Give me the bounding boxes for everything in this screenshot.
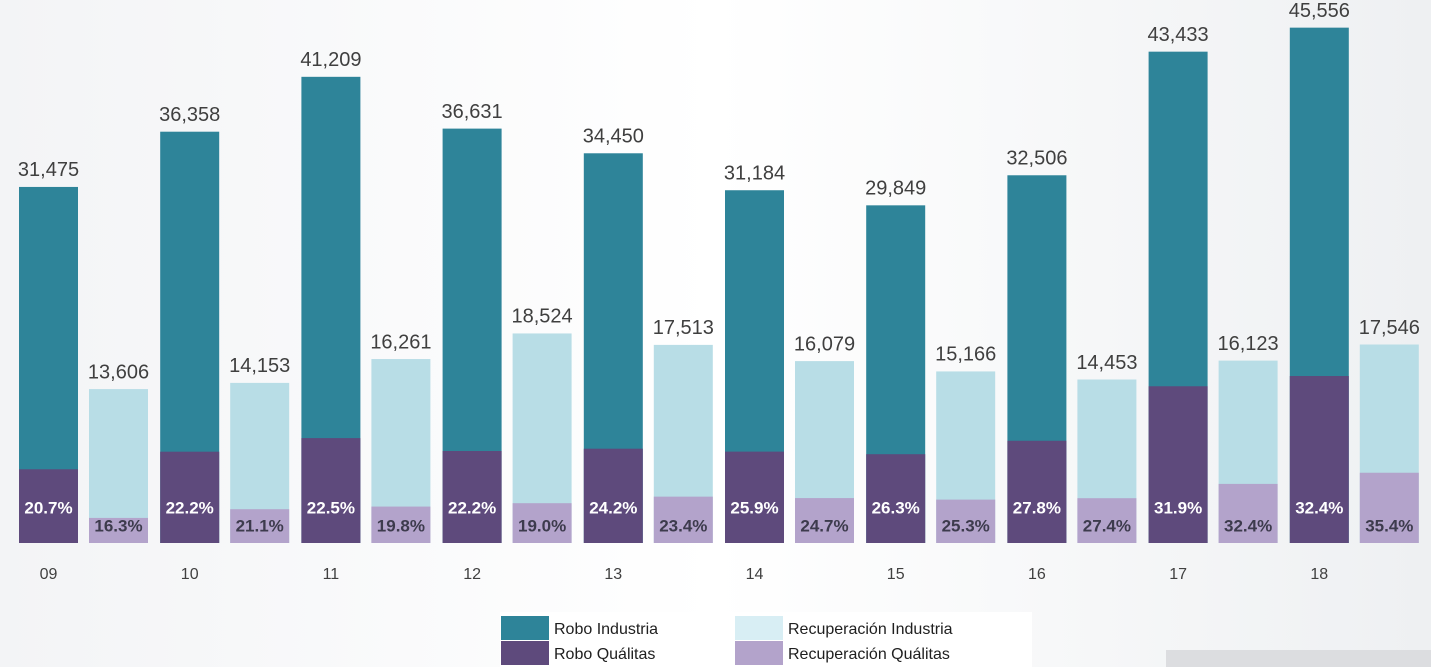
share-label: 25.3% <box>942 516 990 535</box>
share-label: 35.4% <box>1365 516 1413 535</box>
share-bar <box>1218 483 1278 543</box>
legend-label: Recuperación Industria <box>788 621 953 638</box>
legend-label: Recuperación Quálitas <box>788 646 950 663</box>
share-label: 20.7% <box>24 498 72 517</box>
share-label: 25.9% <box>730 498 778 517</box>
share-bar <box>866 454 926 543</box>
value-label: 31,184 <box>724 163 785 185</box>
x-tick-label: 16 <box>1028 566 1046 583</box>
share-bar <box>160 451 220 543</box>
share-label: 19.8% <box>377 516 425 535</box>
share-bar <box>583 448 643 543</box>
legend-swatch <box>501 641 549 665</box>
share-bar <box>1148 386 1208 543</box>
legend-swatch <box>735 616 783 640</box>
value-label: 36,358 <box>159 104 220 126</box>
value-label: 17,513 <box>653 317 714 339</box>
share-label: 16.3% <box>94 516 142 535</box>
value-label: 18,524 <box>512 306 573 328</box>
share-label: 22.5% <box>307 498 355 517</box>
value-label: 14,153 <box>229 355 290 377</box>
share-bar <box>301 438 361 543</box>
value-label: 36,631 <box>442 101 503 123</box>
legend-swatch <box>501 616 549 640</box>
share-bar <box>1289 376 1349 543</box>
share-label: 27.4% <box>1083 516 1131 535</box>
value-label: 17,546 <box>1359 317 1420 339</box>
share-bar <box>1077 498 1137 543</box>
x-tick-label: 11 <box>323 566 340 583</box>
share-bar <box>1007 440 1067 543</box>
share-label: 24.7% <box>800 516 848 535</box>
share-label: 21.1% <box>236 516 284 535</box>
value-label: 29,849 <box>865 178 926 200</box>
share-bar <box>1359 472 1419 543</box>
x-tick-label: 17 <box>1169 566 1187 583</box>
share-label: 24.2% <box>589 498 637 517</box>
share-label: 27.8% <box>1013 498 1061 517</box>
share-bar <box>371 506 431 543</box>
value-label: 13,606 <box>88 361 149 383</box>
value-label: 14,453 <box>1076 352 1137 374</box>
value-label: 45,556 <box>1289 0 1350 22</box>
x-tick-label: 12 <box>463 566 481 583</box>
value-label: 31,475 <box>18 159 79 181</box>
value-label: 16,123 <box>1218 333 1279 355</box>
share-bar <box>442 451 502 543</box>
share-label: 26.3% <box>872 498 920 517</box>
x-tick-label: 18 <box>1310 566 1328 583</box>
share-label: 19.0% <box>518 516 566 535</box>
share-bar <box>19 469 78 543</box>
bar <box>89 389 148 543</box>
x-tick-label: 10 <box>181 566 199 583</box>
legend-swatch <box>735 641 783 665</box>
legend-label: Robo Industria <box>554 621 658 638</box>
x-tick-label: 09 <box>40 566 58 583</box>
share-label: 22.2% <box>166 498 214 517</box>
footer-block <box>1166 650 1431 667</box>
value-label: 16,079 <box>794 333 855 355</box>
value-label: 32,506 <box>1006 148 1067 170</box>
share-label: 31.9% <box>1154 498 1202 517</box>
value-label: 43,433 <box>1148 24 1209 46</box>
x-tick-label: 13 <box>604 566 622 583</box>
share-label: 32.4% <box>1224 516 1272 535</box>
share-bar <box>230 509 290 543</box>
share-bar <box>653 496 713 543</box>
value-label: 41,209 <box>300 49 361 71</box>
share-bar <box>512 503 572 543</box>
share-bar <box>725 451 784 543</box>
x-tick-label: 15 <box>887 566 905 583</box>
legend-label: Robo Quálitas <box>554 646 655 663</box>
value-label: 16,261 <box>370 331 431 353</box>
share-label: 22.2% <box>448 498 496 517</box>
share-label: 23.4% <box>659 516 707 535</box>
x-tick-label: 14 <box>746 566 764 583</box>
value-label: 15,166 <box>935 344 996 366</box>
value-label: 34,450 <box>583 126 644 148</box>
share-bar <box>936 499 996 543</box>
share-bar <box>89 517 148 543</box>
share-bar <box>795 498 854 543</box>
share-label: 32.4% <box>1295 498 1343 517</box>
